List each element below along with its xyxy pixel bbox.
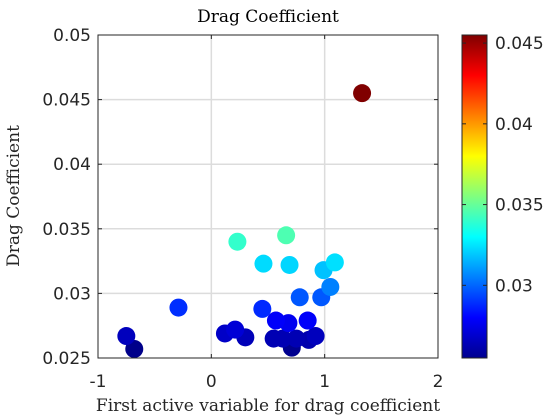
colorbar xyxy=(462,35,487,358)
data-point xyxy=(280,255,299,274)
colorbar-tick-label: 0.035 xyxy=(495,196,544,216)
y-tick-label: 0.04 xyxy=(53,155,91,175)
y-tick-label: 0.045 xyxy=(42,91,91,111)
y-tick-label: 0.05 xyxy=(53,26,91,46)
data-point xyxy=(277,226,296,245)
grid-lines xyxy=(98,35,438,358)
data-point xyxy=(298,311,317,330)
colorbar-ticks: 0.03 0.035 0.04 0.045 xyxy=(462,34,544,296)
y-tick-label: 0.03 xyxy=(53,284,91,304)
data-point xyxy=(306,327,325,346)
x-tick-label: 2 xyxy=(433,372,444,392)
data-point xyxy=(353,84,372,103)
data-point xyxy=(125,339,144,358)
chart-title: Drag Coefficient xyxy=(197,7,339,27)
colorbar-frame xyxy=(461,34,488,359)
y-tick-label: 0.025 xyxy=(42,349,91,369)
colorbar-tick-label: 0.045 xyxy=(495,34,544,54)
data-point xyxy=(226,320,245,339)
data-point xyxy=(287,329,306,348)
data-point xyxy=(290,288,309,307)
data-point xyxy=(273,329,292,348)
data-points xyxy=(117,84,372,358)
data-point xyxy=(117,327,136,346)
y-axis-ticks: 0.025 0.03 0.035 0.04 0.045 0.05 xyxy=(42,26,438,369)
data-point xyxy=(254,254,273,273)
x-tick-label: 1 xyxy=(319,372,330,392)
x-tick-label: -1 xyxy=(90,372,107,392)
x-axis-ticks: -1 0 1 2 xyxy=(90,35,444,392)
data-point xyxy=(321,277,340,296)
x-tick-label: 0 xyxy=(206,372,217,392)
y-tick-label: 0.035 xyxy=(42,220,91,240)
colorbar-tick-label: 0.04 xyxy=(495,115,533,135)
plot-frame xyxy=(97,34,439,359)
colorbar-tick-label: 0.03 xyxy=(495,276,533,296)
data-point xyxy=(228,232,247,251)
data-point xyxy=(325,253,344,272)
x-axis-label: First active variable for drag coefficie… xyxy=(96,396,440,416)
y-axis-label: Drag Coefficient xyxy=(4,125,24,267)
data-point xyxy=(169,298,188,317)
data-point xyxy=(253,299,272,318)
data-point xyxy=(266,311,285,330)
